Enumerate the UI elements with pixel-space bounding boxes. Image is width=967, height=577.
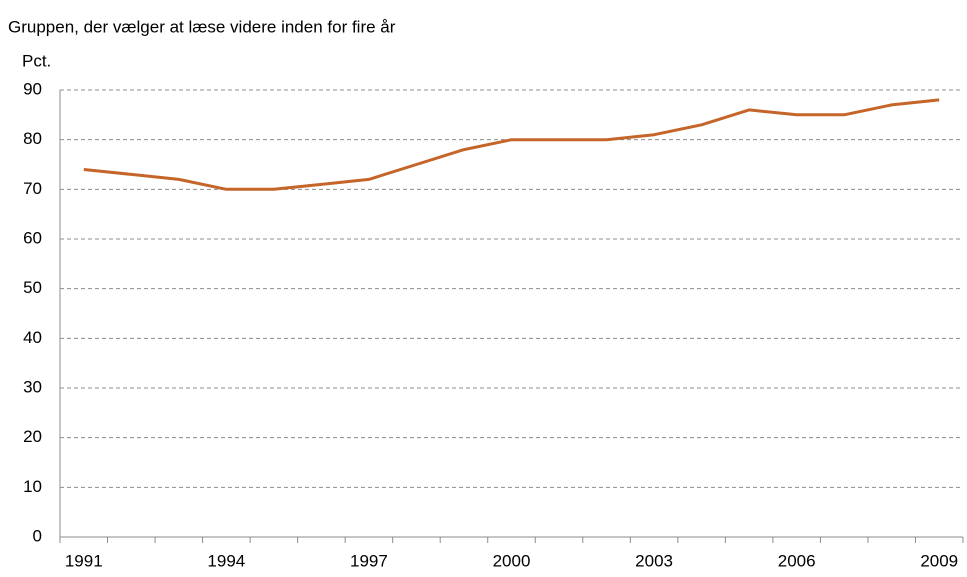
x-tick-label: 2003 <box>635 551 673 570</box>
y-tick-label: 40 <box>23 328 42 347</box>
y-tick-label: 60 <box>23 228 42 247</box>
y-tick-label: 90 <box>23 79 42 98</box>
y-tick-label: 20 <box>23 427 42 446</box>
x-tick-label: 1991 <box>65 551 103 570</box>
y-axis-label: Pct. <box>22 51 51 70</box>
y-tick-label: 0 <box>33 526 42 545</box>
y-tick-label: 50 <box>23 278 42 297</box>
x-tick-label: 2000 <box>493 551 531 570</box>
x-tick-label: 1994 <box>207 551 245 570</box>
y-tick-label: 30 <box>23 377 42 396</box>
chart-title: Gruppen, der vælger at læse videre inden… <box>8 17 396 36</box>
data-line <box>83 98 940 191</box>
y-tick-label: 70 <box>23 179 42 198</box>
x-tick-label: 1997 <box>350 551 388 570</box>
y-tick-label: 80 <box>23 129 42 148</box>
x-tick-label: 2009 <box>920 551 958 570</box>
y-tick-label: 10 <box>23 477 42 496</box>
x-tick-label: 2006 <box>778 551 816 570</box>
